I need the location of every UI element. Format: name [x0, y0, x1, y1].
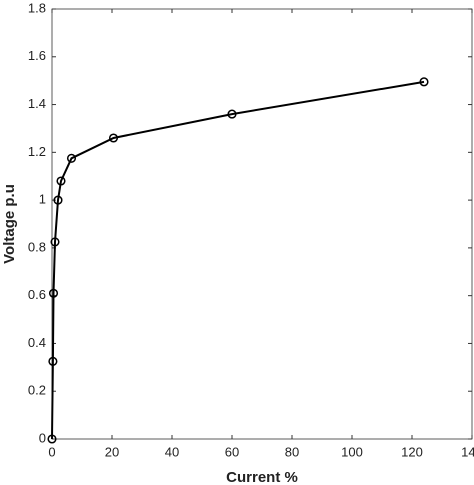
y-tick-label: 1.2 — [28, 144, 46, 159]
y-tick-label: 0.4 — [28, 335, 46, 350]
x-tick-label: 20 — [105, 444, 119, 459]
series-line — [51, 80, 425, 440]
marker — [108, 133, 119, 143]
marker — [56, 176, 66, 186]
y-tick-label: 1.4 — [28, 96, 46, 111]
marker — [419, 77, 429, 87]
marker — [53, 195, 63, 205]
y-tick-label: 0.2 — [28, 383, 46, 398]
marker — [227, 109, 237, 119]
marker — [47, 434, 57, 444]
y-tick-label: 1 — [39, 192, 46, 207]
x-axis-title: Current % — [226, 469, 298, 485]
y-tick-label: 0.8 — [28, 239, 46, 254]
y-tick-label: 1.6 — [28, 48, 46, 63]
y-tick-label: 0.6 — [28, 287, 46, 302]
x-tick-label: 100 — [341, 444, 363, 459]
y-tick-label: 0 — [39, 430, 46, 445]
marker — [66, 153, 77, 163]
x-tick-label: 0 — [48, 444, 55, 459]
x-tick-label: 40 — [165, 444, 179, 459]
x-tick-label: 80 — [285, 444, 299, 459]
x-tick-label: 60 — [225, 444, 239, 459]
x-tick-label: 120 — [401, 444, 423, 459]
marker — [48, 288, 59, 298]
plot-frame — [51, 8, 473, 440]
y-tick-label: 1.8 — [28, 0, 46, 15]
marker — [50, 237, 60, 247]
marker — [48, 356, 58, 366]
x-tick-label: 140 — [461, 444, 474, 459]
y-axis-title: Voltage p.u — [1, 184, 18, 264]
